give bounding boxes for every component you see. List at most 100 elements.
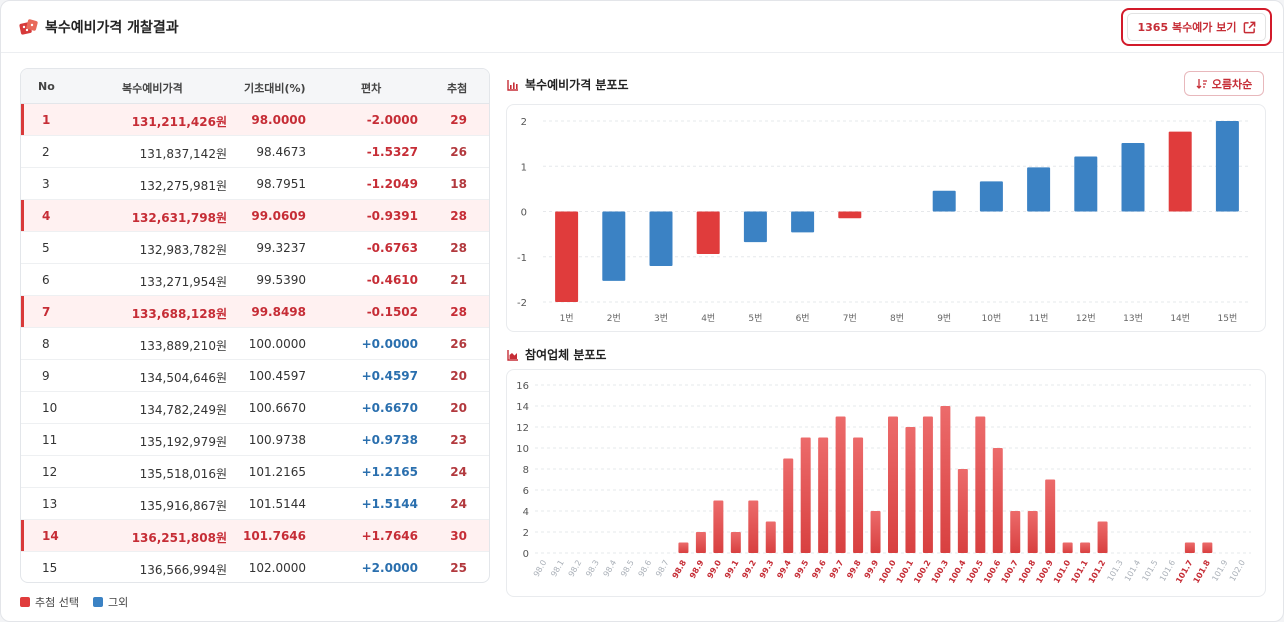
cell-deviation: -0.9391: [366, 209, 418, 223]
x-tick-label: 98.0: [532, 559, 549, 579]
cell-count: 28: [450, 209, 467, 223]
bar: [818, 437, 829, 553]
cell-price: 134,782,249원: [139, 403, 227, 417]
bar: [1074, 156, 1098, 212]
deviation-chart: -2 -1 0 1 2 1번 2번 3번 4번 5번 6번 7번 8번 9번 10번 11번 12번 13번 14번…: [506, 104, 1266, 332]
table-row: 6 133,271,954원 99.5390 -0.4610 21: [21, 264, 489, 296]
bar: [730, 532, 741, 553]
legend-selected-swatch: [20, 597, 30, 607]
cell-price: 135,518,016원: [139, 467, 227, 481]
bar: [1010, 511, 1021, 553]
bar: [940, 406, 951, 553]
x-tick-label: 99.3: [758, 559, 776, 581]
x-tick-label: 99.9: [863, 558, 881, 580]
cell-deviation: -1.5327: [366, 145, 418, 159]
bar: [800, 437, 811, 553]
bar: [1045, 479, 1056, 553]
participants-chart: 0 2 4 6 8 10 12 14 16 98.0 98.1 98.2 98.3 98.4 98.5 98.…: [506, 369, 1266, 597]
legend-other: 그외: [92, 594, 128, 610]
cell-deviation: +0.0000: [361, 337, 418, 351]
cell-price: 135,192,979원: [139, 435, 227, 449]
cell-no: 5: [42, 241, 50, 255]
cell-no: 4: [42, 209, 51, 223]
y-tick-label: 0: [521, 208, 527, 219]
cell-ratio: 101.7646: [242, 529, 306, 543]
cell-price: 131,837,142원: [139, 147, 227, 161]
cell-count: 29: [450, 113, 467, 127]
cell-count: 18: [450, 177, 467, 191]
cell-price: 135,916,867원: [139, 499, 227, 513]
view-1365-label: 1365 복수예가 보기: [1137, 21, 1237, 34]
external-link-icon: [1243, 21, 1255, 33]
bar: [922, 416, 933, 553]
cell-price: 133,889,210원: [139, 339, 227, 353]
y-tick-label: 14: [516, 402, 529, 413]
x-tick-label: 98.4: [602, 559, 619, 579]
y-tick-label: 2: [521, 117, 527, 128]
cell-count: 26: [450, 145, 467, 159]
x-tick-label: 98.8: [671, 558, 689, 580]
cell-no: 14: [42, 529, 59, 543]
legend-selected-label: 추첨 선택: [35, 596, 79, 609]
table-row: 11 135,192,979원 100.9738 +0.9738 23: [21, 424, 489, 456]
x-tick-label: 101.4: [1123, 559, 1142, 583]
cell-deviation: -2.0000: [366, 113, 418, 127]
cell-ratio: 99.8498: [251, 305, 306, 319]
x-tick-label: 12번: [1076, 313, 1096, 324]
cell-ratio: 100.9738: [248, 433, 306, 447]
x-tick-label: 101.3: [1106, 559, 1125, 583]
x-tick-label: 98.7: [654, 559, 671, 579]
y-tick-label: 6: [523, 486, 529, 497]
cell-price: 132,983,782원: [139, 243, 227, 257]
bar: [992, 448, 1003, 553]
bar: [957, 469, 968, 553]
y-tick-label: 12: [516, 423, 529, 434]
deviation-chart-svg: -2 -1 0 1 2 1번 2번 3번 4번 5번 6번 7번 8번 9번 10번 11번 12번 13번 14번…: [517, 117, 1251, 324]
x-tick-label: 99.1: [723, 558, 741, 580]
cell-count: 21: [450, 273, 467, 287]
cell-count: 23: [450, 433, 467, 447]
x-tick-label: 101.9: [1210, 559, 1229, 583]
table-row: 1 131,211,426원 98.0000 -2.0000 29: [21, 104, 489, 136]
sort-ascending-button[interactable]: 오름차순: [1184, 71, 1264, 96]
cell-deviation: -1.2049: [366, 177, 418, 191]
x-tick-label: 101.2: [1087, 559, 1107, 585]
y-tick-label: 8: [523, 465, 529, 476]
x-tick-label: 10번: [982, 313, 1002, 324]
cell-no: 7: [42, 305, 51, 319]
legend: 추첨 선택 그외: [20, 594, 128, 610]
cell-price: 136,566,994원: [139, 563, 227, 577]
cell-no: 15: [42, 561, 58, 575]
bar: [649, 211, 673, 267]
cell-price: 133,271,954원: [139, 275, 227, 289]
cell-deviation: -0.4610: [366, 273, 418, 287]
x-tick-label: 99.6: [810, 558, 828, 580]
bar: [1097, 521, 1108, 553]
x-tick-label: 9번: [937, 313, 951, 324]
cell-count: 25: [450, 561, 467, 575]
bar: [905, 427, 916, 553]
price-table: No 복수예비가격 기초대비(%) 편차 추첨 1 131,211,426원 98.…: [20, 68, 490, 583]
table-row: 5 132,983,782원 99.3237 -0.6763 28: [21, 232, 489, 264]
table-row: 13 135,916,867원 101.5144 +1.5144 24: [21, 488, 489, 520]
x-tick-label: 99.8: [845, 558, 863, 580]
header: 복수예비가격 개찰결과 1365 복수예가 보기: [1, 1, 1283, 53]
bar: [1080, 542, 1091, 553]
bar: [695, 532, 706, 553]
col-price: 복수예비가격: [122, 82, 183, 95]
view-1365-button[interactable]: 1365 복수예가 보기: [1121, 8, 1272, 46]
x-tick-label: 99.0: [705, 558, 723, 580]
cell-price: 136,251,808원: [131, 531, 227, 545]
cell-deviation: +0.6670: [361, 401, 418, 415]
cell-ratio: 98.0000: [251, 113, 306, 127]
cell-ratio: 100.0000: [248, 337, 306, 351]
cell-no: 8: [42, 337, 50, 351]
bar: [765, 521, 776, 553]
cell-no: 13: [42, 497, 58, 511]
bar: [1202, 542, 1213, 553]
x-tick-label: 6번: [796, 313, 810, 324]
cell-count: 20: [450, 369, 467, 383]
x-tick-label: 7번: [843, 313, 857, 324]
participants-chart-title: 참여업체 분포도: [507, 346, 606, 363]
